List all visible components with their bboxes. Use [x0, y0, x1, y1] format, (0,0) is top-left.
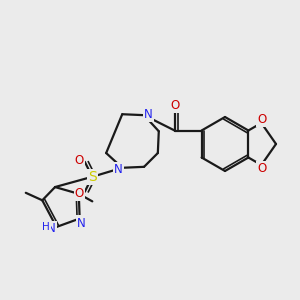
Text: O: O: [170, 99, 179, 112]
Text: N: N: [144, 108, 153, 121]
Text: O: O: [257, 113, 267, 126]
Text: N: N: [77, 217, 85, 230]
Text: S: S: [88, 170, 97, 184]
Text: H: H: [42, 222, 50, 232]
Text: N: N: [114, 163, 123, 176]
Text: N: N: [47, 222, 56, 235]
Text: O: O: [257, 162, 267, 175]
Text: O: O: [75, 154, 84, 167]
Text: O: O: [75, 187, 84, 200]
